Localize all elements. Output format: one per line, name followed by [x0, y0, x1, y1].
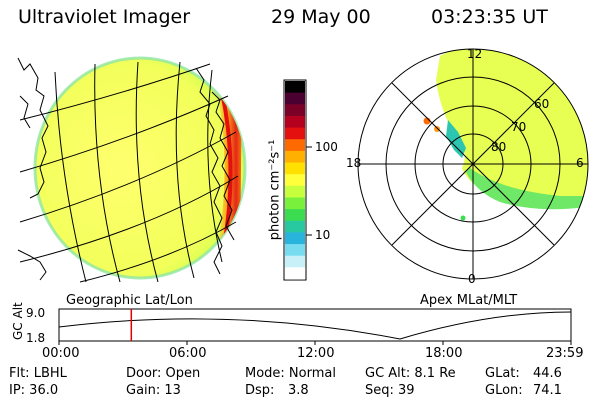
colorbar-label-100: 100 [315, 140, 338, 154]
polar-image [357, 48, 589, 280]
colorbar-segment [285, 255, 305, 268]
glon-label: GLon: [485, 383, 523, 398]
colorbar-segment [285, 197, 305, 210]
colorbar-segment [285, 209, 305, 222]
colorbar-frame [283, 79, 307, 281]
glon-value: 74.1 [533, 383, 562, 398]
colorbar-segment [285, 267, 305, 280]
emission-edge [466, 168, 588, 210]
colorbar-segment [285, 185, 305, 199]
colorbar-segment [285, 232, 305, 245]
colorbar-segment [285, 220, 305, 234]
colorbar-segment [285, 115, 305, 129]
timeline-frame [58, 308, 572, 342]
polar-grid [357, 48, 589, 280]
dsp-value: 3.8 [288, 383, 309, 398]
colorbar-segment [285, 104, 305, 117]
glat-label: GLat: [485, 366, 520, 381]
geographic-image [17, 56, 247, 283]
instrument-title: Ultraviolet Imager [18, 6, 191, 28]
date-label: 29 May 00 [271, 6, 371, 28]
colorbar-segment [285, 150, 305, 164]
ip-status: IP: 36.0 [9, 383, 59, 398]
time-label: 03:23:35 UT [431, 6, 548, 28]
coastlines [17, 57, 235, 281]
earth-disk [35, 58, 245, 278]
colorbar-segment [285, 127, 305, 140]
small-patch [460, 215, 466, 221]
seq-status: Seq: 39 [365, 383, 415, 398]
colorbar-segment [285, 92, 305, 105]
geo-grid [19, 61, 239, 283]
time-tick-1800: 18:00 [425, 346, 463, 361]
mlat-label-80: 80 [491, 140, 507, 154]
y-high-label: 9.0 [26, 306, 46, 320]
glat-value: 44.6 [533, 366, 562, 381]
time-tick-0600: 06:00 [169, 346, 207, 361]
colorbar-segment [285, 244, 305, 257]
colorbar-segment [285, 139, 305, 152]
mlt-label-18: 18 [346, 156, 362, 170]
mlat-label-70: 70 [511, 120, 527, 134]
gc-alt-axis-label: GC Alt [11, 302, 25, 340]
mlat-label-60: 60 [534, 97, 550, 111]
altitude-timeline [58, 308, 572, 345]
colorbar [283, 79, 312, 281]
y-low-label: 1.8 [26, 331, 46, 345]
mlt-label-0: 0 [468, 272, 476, 286]
mlt-label-6: 6 [576, 156, 584, 170]
gain-status: Gain: 13 [126, 383, 181, 398]
mode-status: Mode: Normal [245, 366, 336, 381]
colorbar-scale [285, 81, 305, 280]
time-tick-2359: 23:59 [546, 346, 584, 361]
door-status: Door: Open [126, 366, 201, 381]
geographic-label: Geographic Lat/Lon [66, 293, 193, 308]
bright-spot-2 [434, 126, 440, 132]
colorbar-segment [285, 162, 305, 175]
gc-alt-status: GC Alt: 8.1 Re [365, 366, 456, 381]
colorbar-segment [285, 81, 305, 94]
colorbar-segment [285, 174, 305, 187]
dsp-label: Dsp: [245, 383, 275, 398]
time-tick-1200: 12:00 [297, 346, 335, 361]
mlt-label-12: 12 [467, 47, 483, 61]
altitude-curve [58, 311, 572, 340]
time-tick-0000: 00:00 [42, 346, 80, 361]
filter-status: Flt: LBHL [9, 366, 67, 381]
colorbar-unit-label: photon cm⁻²s⁻¹ [267, 139, 283, 241]
colorbar-label-10: 10 [315, 228, 331, 242]
apex-label: Apex MLat/MLT [420, 293, 518, 308]
